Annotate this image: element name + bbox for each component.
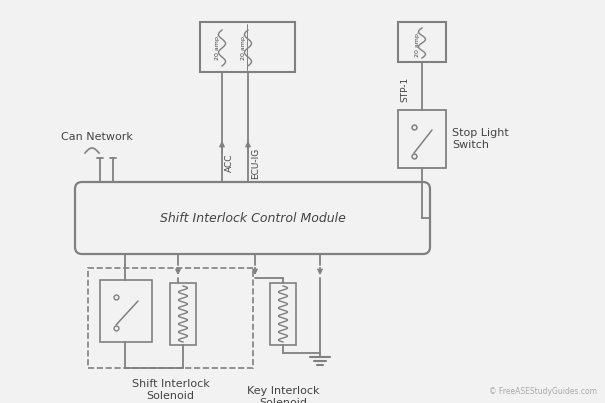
Bar [398,110,446,168]
Bar [200,22,295,72]
Text: Can Network: Can Network [61,132,133,142]
Text: 20 amp.: 20 amp. [414,31,419,57]
Text: © FreeASEStudyGuides.com: © FreeASEStudyGuides.com [489,387,597,396]
Text: Key Interlock
Solenoid: Key Interlock Solenoid [247,386,319,403]
Bar [170,283,196,345]
Text: 20 amp.: 20 amp. [215,34,220,60]
Text: Shift Interlock
Solenoid: Shift Interlock Solenoid [132,379,209,401]
Text: Stop Light
Switch: Stop Light Switch [452,128,509,150]
Bar [100,280,152,342]
Text: ACC: ACC [225,154,234,172]
Bar [88,268,253,368]
Text: 20 amp.: 20 amp. [241,34,246,60]
Bar [270,283,296,345]
Text: Shift Interlock Control Module: Shift Interlock Control Module [160,212,345,224]
Text: STP-1: STP-1 [401,77,410,102]
Text: ECU-IG: ECU-IG [251,147,260,179]
Bar [398,22,446,62]
